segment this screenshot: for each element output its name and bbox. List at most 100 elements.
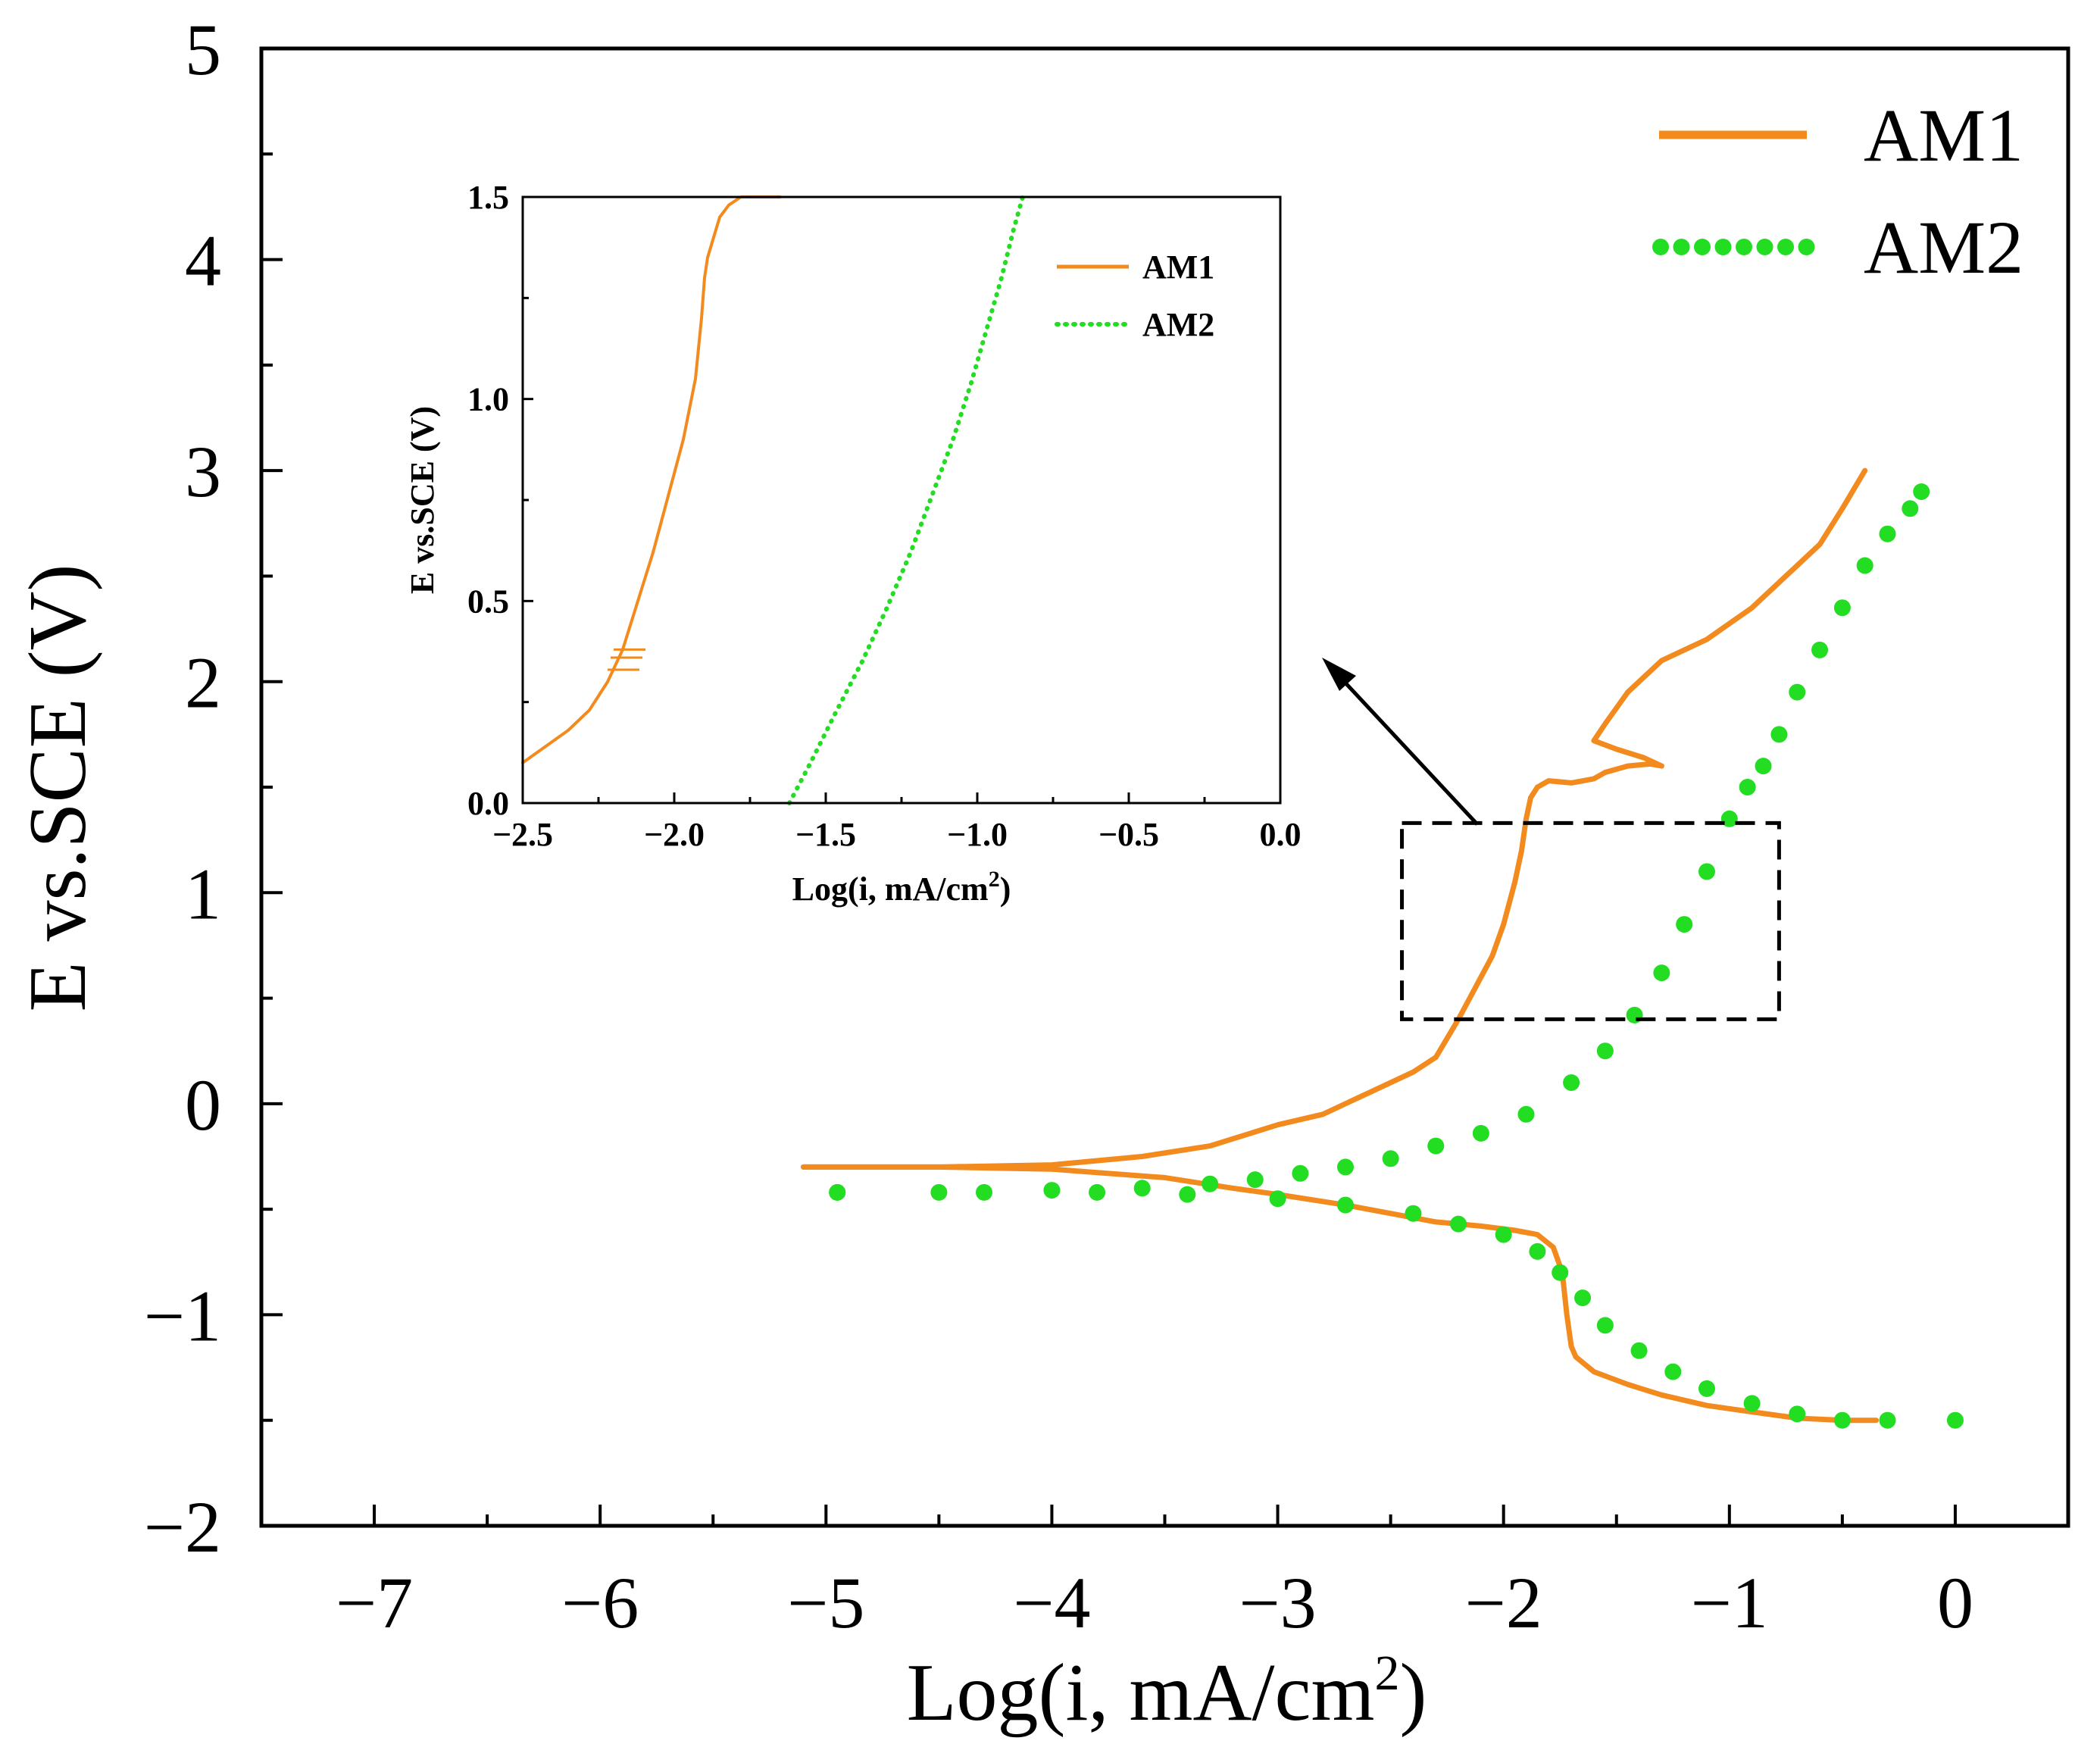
inset-x-axis: −2.5 −2.0 −1.5 −1.0 −0.5 0.0 (492, 792, 1302, 853)
inset-series-group (521, 195, 1025, 805)
main-x-tick-label: −1 (1691, 1562, 1768, 1643)
main-legend-am2-swatch (1652, 239, 1815, 255)
main-data-point (1698, 1380, 1715, 1397)
main-data-point (1833, 1411, 1851, 1429)
main-legend-dot (1652, 239, 1669, 255)
main-data-point (1133, 1180, 1151, 1197)
main-data-point (1739, 779, 1756, 795)
inset-y-tick-label: 0.5 (467, 583, 509, 620)
main-data-point (976, 1183, 992, 1201)
main-x-tick-label: −2 (1465, 1562, 1542, 1643)
main-data-point (1676, 916, 1693, 933)
inset-series-line-1 (787, 195, 1025, 805)
main-data-point (1902, 500, 1919, 517)
inset-legend: AM1 AM2 (1055, 248, 1214, 343)
main-data-point (1574, 1289, 1592, 1307)
main-data-point (930, 1183, 948, 1201)
inset-x-tick-label: −1.5 (795, 816, 856, 853)
main-y-tick-label: 3 (185, 431, 221, 512)
main-data-point (1427, 1137, 1445, 1155)
inset-legend-am2-label: AM2 (1142, 306, 1214, 343)
main-data-point (1495, 1226, 1512, 1243)
main-data-point (1337, 1196, 1354, 1214)
main-data-point (1664, 1363, 1682, 1380)
main-data-point (1879, 1411, 1896, 1429)
main-data-point (1720, 810, 1738, 827)
main-data-point (1789, 683, 1806, 701)
main-data-point (1596, 1042, 1614, 1060)
main-x-tick-label: −3 (1239, 1562, 1316, 1643)
main-y-axis: −2 −1 0 1 2 3 4 5 (144, 9, 283, 1567)
zoom-arrow-line (1339, 677, 1479, 826)
main-data-point (1450, 1215, 1467, 1233)
main-data-point (829, 1183, 846, 1201)
main-data-point (1202, 1175, 1219, 1192)
main-data-point (1246, 1171, 1264, 1189)
main-legend-dot (1798, 239, 1815, 255)
main-data-point (1770, 726, 1788, 743)
main-data-point (1913, 483, 1930, 500)
zoom-box (1400, 820, 1781, 1021)
main-legend-dot (1694, 239, 1711, 255)
main-legend-am1-label: AM1 (1864, 93, 2023, 177)
main-legend-dot (1756, 239, 1773, 255)
main-data-point (1089, 1183, 1106, 1201)
main-data-point (1529, 1242, 1546, 1260)
main-x-tick-label: −5 (787, 1562, 864, 1643)
main-data-point (1043, 1182, 1061, 1199)
main-x-label: Log(i, mA/cm2) (907, 1646, 1427, 1738)
main-legend-dot (1714, 239, 1732, 255)
main-legend-dot (1673, 239, 1690, 255)
main-data-point (1292, 1164, 1309, 1182)
main-legend: AM1 AM2 (1652, 93, 2023, 289)
main-y-tick-label: 1 (185, 853, 221, 934)
inset-x-tick-label: −2.0 (644, 816, 705, 853)
main-y-tick-label: −1 (144, 1275, 221, 1356)
main-x-axis: −7 −6 −5 −4 −3 −2 −1 0 (336, 1505, 2070, 1643)
main-y-label: E vs.SCE (V) (13, 564, 103, 1012)
main-legend-dot (1736, 239, 1752, 255)
inset-x-tick-label: 0.0 (1260, 816, 1302, 853)
main-y-tick-label: 5 (185, 9, 221, 90)
inset-legend-am1-label: AM1 (1142, 248, 1214, 286)
main-data-point (1405, 1205, 1422, 1222)
main-data-point (1755, 758, 1772, 775)
main-data-point (1337, 1158, 1354, 1176)
main-plot: −7 −6 −5 −4 −3 −2 −1 0 −2 −1 0 1 2 3 4 5 Log(i, mA/cm2… (13, 9, 2070, 1738)
main-data-point (1946, 1411, 1964, 1429)
inset-y-tick-label: 1.0 (467, 381, 509, 418)
inset-x-label: Log(i, mA/cm2) (792, 867, 1011, 908)
main-data-point (1179, 1186, 1196, 1203)
inset-y-label: E vs.SCE (V) (404, 406, 441, 594)
main-legend-am2-label: AM2 (1864, 205, 2023, 289)
inset-x-tick-label: −0.5 (1098, 816, 1159, 853)
main-data-point (1811, 641, 1829, 658)
inset-series-line-0 (521, 195, 782, 764)
inset-plot: −2.5 −2.0 −1.5 −1.0 −0.5 0.0 0.0 0.5 1.0 1.5 Log… (404, 179, 1302, 908)
main-data-point (1789, 1405, 1806, 1423)
main-series-group (801, 467, 1964, 1429)
main-data-point (1879, 525, 1896, 542)
main-x-tick-label: −6 (561, 1562, 639, 1643)
main-legend-dot (1777, 239, 1794, 255)
main-y-tick-label: 0 (185, 1064, 221, 1145)
main-y-tick-label: 4 (185, 220, 221, 302)
main-data-point (1517, 1105, 1535, 1123)
main-y-tick-label: 2 (185, 642, 221, 724)
main-data-point (1856, 557, 1873, 574)
inset-plot-frame (521, 195, 1282, 805)
main-data-point (1382, 1150, 1399, 1167)
inset-plot-background (523, 197, 1280, 803)
main-data-point (1698, 863, 1715, 880)
main-series-dots-3 (829, 1183, 1964, 1429)
main-x-tick-label: 0 (1937, 1562, 1973, 1643)
main-x-tick-label: −7 (336, 1562, 413, 1643)
main-data-point (1563, 1074, 1580, 1091)
main-data-point (1653, 964, 1670, 982)
main-series-line-1 (801, 1164, 1880, 1424)
main-series-line-0 (801, 467, 1868, 1170)
inset-x-tick-label: −2.5 (492, 816, 553, 853)
inset-x-tick-label: −1.0 (947, 816, 1008, 853)
inset-y-tick-label: 1.5 (467, 179, 509, 216)
